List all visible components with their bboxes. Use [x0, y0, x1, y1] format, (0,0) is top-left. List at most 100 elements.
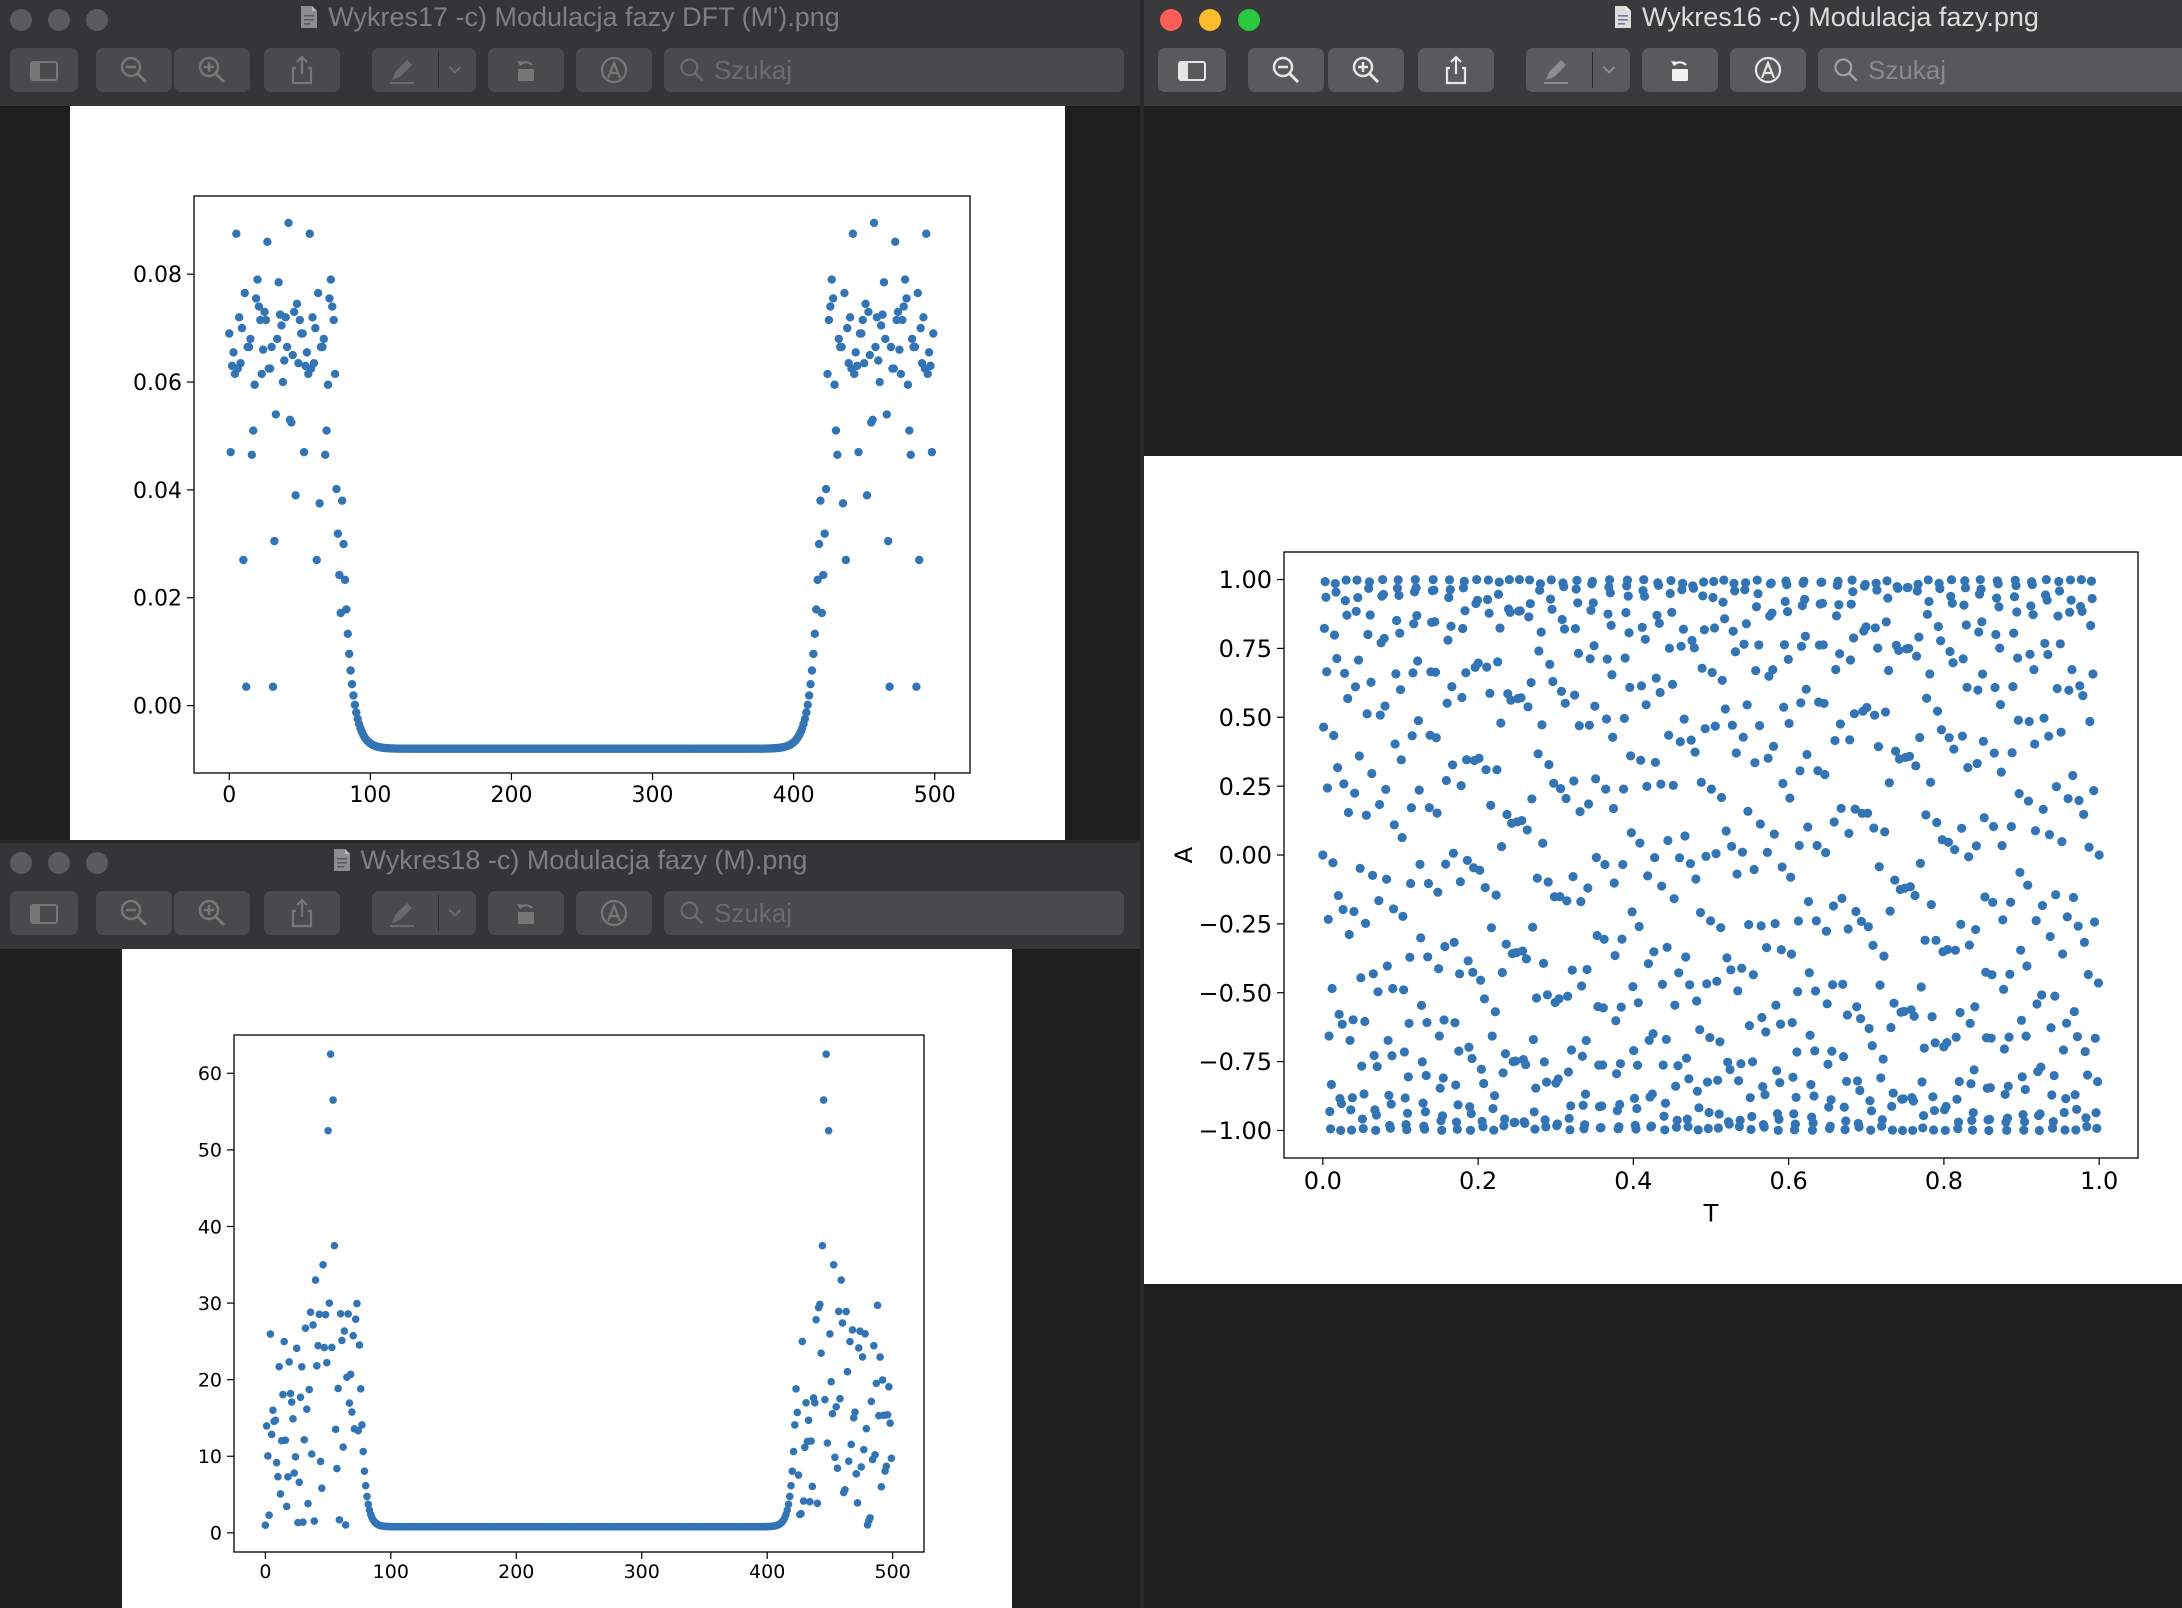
share-button[interactable]: [1418, 48, 1494, 92]
data-point: [1465, 1125, 1476, 1135]
data-point: [1496, 718, 1506, 728]
data-point: [824, 315, 834, 325]
sidebar-toggle-button[interactable]: [10, 891, 78, 935]
data-point: [2019, 1117, 2030, 1127]
data-point: [1398, 911, 1408, 921]
data-point: [1951, 1032, 1961, 1042]
zoom-in-button[interactable]: [174, 891, 250, 935]
data-point: [784, 1500, 793, 1509]
data-point: [1347, 1093, 1357, 1103]
data-point: [1520, 1118, 1530, 1129]
x-tick-label: 1.0: [2080, 1167, 2118, 1195]
y-tick-label: 0.00: [1219, 842, 1272, 870]
sidebar-toggle-button[interactable]: [1158, 48, 1226, 92]
data-point: [1759, 1122, 1769, 1132]
data-point: [267, 342, 276, 352]
title-bar[interactable]: Wykres18 -c) Modulacja fazy (M).png: [0, 843, 1140, 881]
data-point: [843, 1367, 852, 1376]
data-point: [1654, 618, 1664, 628]
zoom-in-button[interactable]: [174, 48, 250, 92]
data-point: [2075, 681, 2085, 691]
data-point: [1492, 765, 1502, 775]
x-tick-label: 0: [222, 783, 236, 808]
search-field[interactable]: Szukaj: [664, 48, 1124, 92]
zoom-out-button[interactable]: [96, 48, 172, 92]
title-bar[interactable]: Wykres17 -c) Modulacja fazy DFT (M').png: [0, 0, 1140, 38]
chevron-down-icon[interactable]: [442, 54, 468, 86]
data-point: [1392, 615, 1402, 626]
data-point: [311, 323, 320, 333]
data-point: [1444, 575, 1455, 585]
data-point: [1538, 958, 1549, 968]
data-point: [307, 1450, 316, 1458]
data-point: [1918, 1123, 1928, 1133]
zoom-in-button[interactable]: [1328, 48, 1404, 92]
data-point: [1890, 875, 1900, 885]
data-point: [1449, 937, 1459, 948]
data-point: [1776, 945, 1786, 955]
rotate-button[interactable]: [488, 891, 564, 935]
share-button[interactable]: [264, 48, 340, 92]
annotate-button[interactable]: [576, 891, 652, 935]
data-point: [1498, 1068, 1508, 1078]
annotate-button[interactable]: [576, 48, 652, 92]
annotate-button[interactable]: [1730, 48, 1806, 92]
data-point: [323, 1358, 331, 1367]
data-point: [1989, 748, 1999, 758]
data-point: [2046, 1023, 2056, 1033]
title-bar[interactable]: Wykres16 -c) Modulacja fazy.png: [1144, 0, 2182, 38]
minimize-button[interactable]: [1199, 9, 1221, 31]
data-point: [1572, 575, 1582, 585]
zoom-out-button[interactable]: [96, 891, 172, 935]
data-point: [1932, 706, 1943, 716]
data-point: [1463, 956, 1473, 966]
data-point: [877, 1483, 886, 1491]
zoom-out-icon: [120, 899, 148, 927]
zoom-button[interactable]: [86, 9, 108, 31]
data-point: [1434, 1031, 1444, 1041]
data-point: [1360, 1016, 1370, 1027]
data-point: [1448, 848, 1458, 858]
annotate-icon: [600, 56, 628, 84]
data-point: [1789, 1109, 1799, 1119]
sidebar-toggle-button[interactable]: [10, 48, 78, 92]
zoom-button[interactable]: [1238, 9, 1260, 31]
share-button[interactable]: [264, 891, 340, 935]
search-field[interactable]: Szukaj: [664, 891, 1124, 935]
rotate-button[interactable]: [488, 48, 564, 92]
data-point: [1545, 659, 1555, 670]
data-point: [1529, 1107, 1539, 1117]
data-point: [359, 1447, 368, 1456]
chevron-down-icon[interactable]: [1596, 54, 1622, 86]
data-point: [861, 299, 870, 309]
data-point: [913, 288, 922, 298]
data-point: [833, 1464, 842, 1472]
data-point: [1413, 716, 1424, 726]
data-point: [314, 1341, 322, 1350]
minimize-button[interactable]: [48, 9, 70, 31]
search-field[interactable]: Szukaj: [1818, 48, 2182, 92]
data-point: [789, 1447, 798, 1456]
close-button[interactable]: [10, 9, 32, 31]
x-tick-label: 0.6: [1770, 1167, 1808, 1195]
close-button[interactable]: [10, 852, 32, 874]
data-point: [1635, 838, 1645, 848]
rotate-button[interactable]: [1642, 48, 1718, 92]
markup-button[interactable]: [372, 891, 476, 935]
data-point: [1943, 944, 1953, 955]
markup-button[interactable]: [1526, 48, 1630, 92]
data-point: [871, 1451, 879, 1459]
minimize-button[interactable]: [48, 852, 70, 874]
data-point: [1636, 755, 1646, 765]
close-button[interactable]: [1160, 9, 1182, 31]
data-point: [1801, 684, 1811, 694]
data-point: [1597, 1101, 1607, 1111]
zoom-out-button[interactable]: [1248, 48, 1324, 92]
markup-button[interactable]: [372, 48, 476, 92]
data-point: [1736, 1059, 1746, 1069]
zoom-button[interactable]: [86, 852, 108, 874]
chevron-down-icon[interactable]: [442, 897, 468, 929]
data-point: [2047, 1090, 2057, 1100]
data-point: [348, 1408, 356, 1416]
data-point: [244, 342, 254, 352]
